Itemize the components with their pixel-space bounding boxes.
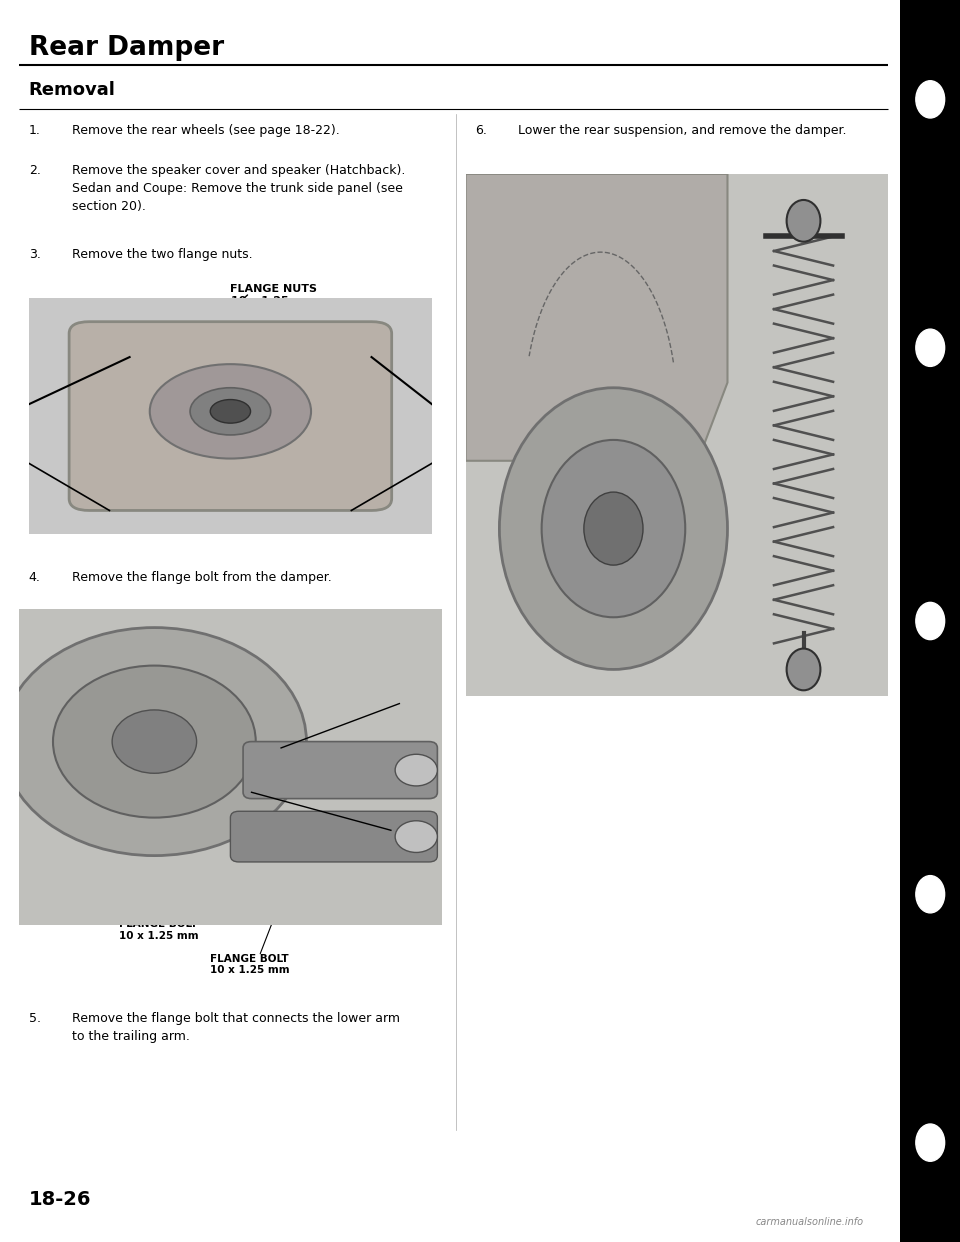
Text: 18-26: 18-26: [29, 1190, 91, 1208]
Text: 4.: 4.: [29, 571, 40, 584]
Text: 2.: 2.: [29, 164, 40, 176]
Text: FLANGE BOLT
10 x 1.25 mm: FLANGE BOLT 10 x 1.25 mm: [210, 954, 289, 975]
Text: FLANGE NUTS
10 x 1.25 mm: FLANGE NUTS 10 x 1.25 mm: [230, 284, 317, 306]
Text: Removal: Removal: [29, 81, 115, 98]
Text: Lower the rear suspension, and remove the damper.: Lower the rear suspension, and remove th…: [518, 124, 847, 137]
Circle shape: [909, 320, 951, 375]
Text: FLANGE BOLT
10 x 1.25 mm: FLANGE BOLT 10 x 1.25 mm: [119, 919, 198, 940]
Text: Rear Damper: Rear Damper: [29, 35, 224, 61]
Text: 5.: 5.: [29, 1012, 40, 1025]
Circle shape: [916, 602, 945, 640]
Text: Remove the flange bolt from the damper.: Remove the flange bolt from the damper.: [72, 571, 332, 584]
Bar: [900, 0, 960, 1242]
Circle shape: [916, 876, 945, 913]
Text: Remove the rear wheels (see page 18-22).: Remove the rear wheels (see page 18-22).: [72, 124, 340, 137]
Text: 6.: 6.: [475, 124, 487, 137]
Circle shape: [909, 72, 951, 127]
Circle shape: [916, 81, 945, 118]
Circle shape: [909, 1115, 951, 1170]
Text: 1.: 1.: [29, 124, 40, 137]
Circle shape: [909, 867, 951, 922]
Circle shape: [909, 594, 951, 648]
Text: carmanualsonline.info: carmanualsonline.info: [756, 1217, 864, 1227]
Text: Remove the flange bolt that connects the lower arm
to the trailing arm.: Remove the flange bolt that connects the…: [72, 1012, 400, 1043]
Text: DAMPER: DAMPER: [691, 215, 745, 225]
Circle shape: [916, 1124, 945, 1161]
Text: Remove the two flange nuts.: Remove the two flange nuts.: [72, 248, 252, 261]
Text: 3.: 3.: [29, 248, 40, 261]
Text: Remove the speaker cover and speaker (Hatchback).
Sedan and Coupe: Remove the tr: Remove the speaker cover and speaker (Ha…: [72, 164, 405, 212]
Circle shape: [916, 329, 945, 366]
